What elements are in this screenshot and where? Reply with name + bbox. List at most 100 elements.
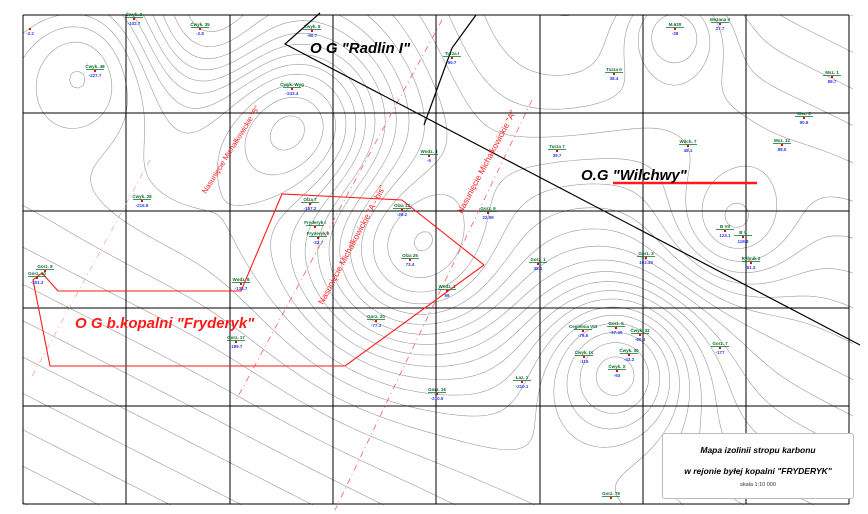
- borehole-name: Rybnik 2: [742, 256, 761, 261]
- borehole-value: 73.4: [406, 262, 415, 267]
- borehole: Ćwyk. 28 -216.9: [132, 192, 152, 208]
- borehole-value: -90.3: [635, 337, 646, 342]
- borehole-name: Łaz. 1: [516, 375, 529, 380]
- borehole-value: -177: [715, 350, 725, 355]
- borehole-marker-icon: [36, 277, 38, 279]
- borehole: Wodz. II -5: [420, 149, 438, 163]
- borehole-name: Olza 7: [303, 197, 317, 202]
- borehole: Wodz. 1 69: [438, 284, 456, 298]
- borehole: Turza II 38.4: [605, 67, 623, 81]
- borehole-marker-icon: [674, 28, 676, 30]
- borehole-value: -43.2: [624, 357, 635, 362]
- borehole-value: 103.33: [639, 260, 653, 265]
- borehole-name: Gorz. 9: [480, 206, 496, 211]
- borehole-marker-icon: [291, 88, 293, 90]
- borehole-value: -2.8: [196, 31, 204, 36]
- borehole-name: B VII: [720, 224, 730, 229]
- borehole-name: Ćwyk. 48: [85, 62, 105, 69]
- borehole-marker-icon: [537, 263, 539, 265]
- borehole: Msz. 6 90.8: [795, 111, 813, 125]
- borehole: -2.2: [26, 28, 34, 36]
- borehole-name: Ćwyk. 9: [126, 10, 143, 17]
- borehole-marker-icon: [436, 393, 438, 395]
- borehole: Ćwyk. 32 -90.3: [630, 326, 650, 342]
- area-label-wilchwy: O.G "Wilchwy": [581, 167, 688, 184]
- borehole-marker-icon: [645, 257, 647, 259]
- fault-lines: [29, 19, 533, 511]
- borehole-value: 27.7: [716, 26, 725, 31]
- borehole-marker-icon: [235, 341, 237, 343]
- borehole-value: -5: [427, 158, 431, 163]
- borehole-name: Gorz. 16: [428, 387, 446, 392]
- borehole-value: -90.7: [307, 33, 318, 38]
- borehole: Turza 7 39.7: [548, 144, 566, 158]
- borehole-name: Msz. 6: [797, 111, 811, 116]
- borehole: Gorz. 7 -177: [711, 341, 729, 355]
- borehole-name: Gorz. 17: [227, 335, 245, 340]
- area-label-fryderyk: O G b.kopalni "Fryderyk": [75, 315, 255, 332]
- boundary-radlin: [283, 12, 861, 346]
- borehole-marker-icon: [29, 28, 31, 30]
- borehole-name: Msz. 12: [774, 138, 791, 143]
- borehole-value: 118.8: [737, 239, 749, 244]
- borehole: Gorz. 9 22.99: [479, 206, 497, 220]
- borehole-name: Gorz. 1: [530, 257, 546, 262]
- fault-label-a: Nasunięcie Michałkowickie "A": [455, 109, 518, 215]
- borehole-marker-icon: [583, 356, 585, 358]
- borehole-name: Turza II: [606, 67, 621, 72]
- borehole-value: 90.8: [800, 120, 809, 125]
- coordinate-grid: [22, 14, 850, 505]
- borehole-value: -22.7: [313, 240, 324, 245]
- borehole-value: -210.5: [431, 396, 444, 401]
- contour-path: [22, 14, 854, 506]
- borehole: Gorz. 16 -210.5: [428, 387, 446, 401]
- borehole-marker-icon: [94, 70, 96, 72]
- borehole: Ćwyk. X -93: [608, 362, 626, 378]
- borehole-value: -189.7: [230, 344, 243, 349]
- legend-title-line1: Mapa izolinii stropu karbonu: [700, 445, 816, 455]
- borehole: Turza I 55.7: [443, 51, 461, 65]
- area-label-radlin: O G "Radlin I": [310, 40, 411, 57]
- borehole: Mszana II 27.7: [710, 17, 730, 31]
- borehole: Gorz. 10 -301.3: [28, 271, 46, 285]
- borehole-value: -39: [672, 31, 679, 36]
- borehole-name: Ćwyk. 28: [132, 192, 152, 199]
- borehole: Fryderyk I: [304, 220, 326, 228]
- borehole-marker-icon: [401, 209, 403, 211]
- map-legend: Mapa izolinii stropu karbonu w rejonie b…: [662, 433, 854, 499]
- borehole-marker-icon: [610, 497, 612, 499]
- borehole-name: B V: [739, 230, 747, 235]
- borehole: Fryderyk II -22.7: [307, 231, 330, 245]
- borehole-name: M.620: [669, 22, 682, 27]
- borehole-marker-icon: [409, 259, 411, 261]
- fault-label-b: Nasunięcie Michałkowickie "B": [200, 104, 262, 195]
- borehole-marker-icon: [687, 145, 689, 147]
- borehole-marker-icon: [375, 320, 377, 322]
- borehole-value: 55.7: [448, 60, 457, 65]
- borehole: Msz. 12 88.5: [773, 138, 791, 152]
- borehole-value: -216.9: [136, 203, 149, 208]
- borehole-marker-icon: [446, 290, 448, 292]
- borehole-value: -37.40: [610, 330, 623, 335]
- borehole-marker-icon: [141, 200, 143, 202]
- borehole-name: Turza 7: [549, 144, 565, 149]
- borehole: Wilch. 7 48.1: [679, 139, 697, 153]
- borehole-value: 48.1: [684, 148, 693, 153]
- borehole-name: Msz. 1: [825, 70, 839, 75]
- borehole-marker-icon: [781, 144, 783, 146]
- borehole-name: Fryderyk I: [304, 220, 326, 225]
- borehole-marker-icon: [639, 334, 641, 336]
- borehole: Wodz. 8 -138.7: [232, 277, 250, 291]
- borehole-value: 69: [444, 293, 450, 298]
- borehole: Gorz. 3 103.33: [637, 251, 655, 265]
- borehole-name: Ćwyk. 30: [619, 346, 639, 353]
- borehole-value: 51.3: [747, 265, 756, 270]
- borehole: Ćwyk. 30 -43.2: [619, 346, 639, 362]
- borehole: Gorz. 1 48.1: [529, 257, 547, 271]
- legend-scale: skala 1:10 000: [740, 482, 776, 488]
- borehole-name: Ćwyk. X: [608, 362, 625, 369]
- borehole-name: Ćwyk. 5: [304, 22, 321, 29]
- borehole-value: -93: [614, 373, 621, 378]
- borehole: Ćwyk. 35 -2.8: [190, 20, 210, 36]
- borehole-value: -138.7: [235, 286, 248, 291]
